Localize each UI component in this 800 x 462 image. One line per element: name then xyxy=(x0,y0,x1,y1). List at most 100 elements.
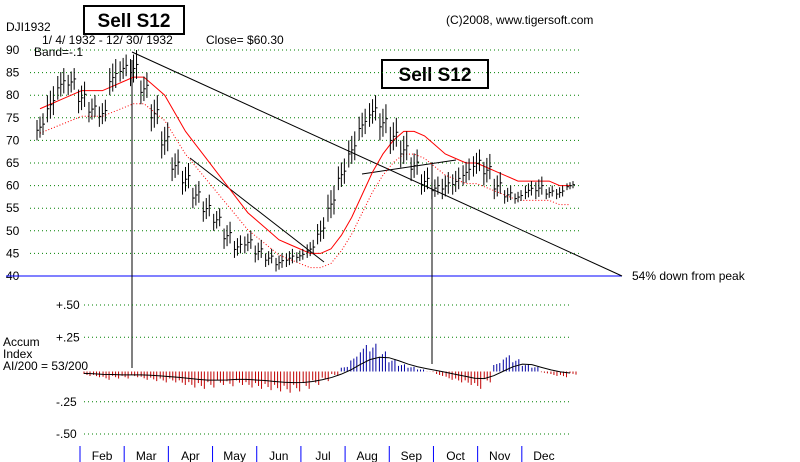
price-bar xyxy=(524,181,534,200)
ma-line xyxy=(39,76,570,254)
price-tick-45: 45 xyxy=(6,246,20,260)
month-label-oct: Oct xyxy=(446,449,465,462)
price-bar xyxy=(410,149,420,182)
price-bar xyxy=(306,239,316,258)
price-bar xyxy=(98,99,108,127)
price-bar xyxy=(244,230,253,254)
month-label-may: May xyxy=(223,449,246,462)
price-bar xyxy=(161,122,170,159)
price-bar xyxy=(514,190,524,204)
close-value: Close= $60.30 xyxy=(206,33,284,47)
price-bar xyxy=(472,149,482,177)
sell-signal-1-label: Sell S12 xyxy=(98,11,171,32)
price-bar xyxy=(545,185,555,200)
price-bar xyxy=(348,131,357,168)
price-tick-80: 80 xyxy=(6,88,20,102)
price-bar xyxy=(535,176,544,200)
price-bar xyxy=(389,117,399,154)
price-bar xyxy=(431,176,440,200)
indicator-name-3: AI/200 = 53/200 xyxy=(3,359,88,373)
price-bar xyxy=(36,113,45,141)
indicator-ma-line xyxy=(83,356,571,384)
price-tick-65: 65 xyxy=(6,156,20,170)
month-axis: Feb Mar Apr May Jun Jul Aug Sep Oct Nov Dec xyxy=(79,446,555,462)
indicator-tick: -.50 xyxy=(56,427,77,441)
price-bar xyxy=(57,68,66,100)
price-bar xyxy=(327,185,336,222)
price-bar xyxy=(202,194,212,222)
price-bar xyxy=(285,248,295,267)
month-label-mar: Mar xyxy=(136,449,157,462)
price-bars-series xyxy=(36,50,575,272)
price-bar xyxy=(150,95,160,132)
price-bar xyxy=(566,181,575,191)
chart-symbol: DJI1932 xyxy=(6,20,51,34)
indicator-name-1: Accum xyxy=(3,335,40,349)
sell-signal-2: Sell S12 xyxy=(381,59,489,89)
month-label-nov: Nov xyxy=(489,449,510,462)
month-label-apr: Apr xyxy=(181,449,200,462)
price-bar xyxy=(275,253,285,272)
price-bar xyxy=(493,172,503,200)
sell-signal-2-label: Sell S12 xyxy=(399,65,472,86)
price-bar xyxy=(421,167,430,195)
price-bar xyxy=(192,181,201,209)
price-bar xyxy=(462,158,472,186)
price-bar xyxy=(46,86,56,123)
price-tick-70: 70 xyxy=(6,133,20,147)
price-bar xyxy=(254,239,264,263)
lower-band-series xyxy=(39,103,570,269)
price-tick-85: 85 xyxy=(6,66,20,80)
price-bar xyxy=(556,185,565,200)
price-bar xyxy=(181,163,191,195)
price-bar xyxy=(213,208,222,231)
price-tick-50: 50 xyxy=(6,224,20,238)
price-bar xyxy=(233,235,243,258)
price-bar xyxy=(296,248,305,263)
price-bar xyxy=(78,81,87,114)
neckline xyxy=(361,159,457,175)
price-bar xyxy=(452,167,461,195)
indicator-histogram xyxy=(83,343,577,393)
decline-annotation: 54% down from peak xyxy=(632,269,746,283)
indicator-axis: +.50 +.25 -.25 -.50 xyxy=(56,298,80,441)
price-bar xyxy=(140,72,149,105)
month-label-aug: Aug xyxy=(357,449,378,462)
indicator-tick: -.25 xyxy=(56,395,77,409)
lower-band-line xyxy=(39,103,570,269)
price-tick-75: 75 xyxy=(6,111,20,125)
price-bar xyxy=(317,217,326,245)
price-bar xyxy=(223,221,233,249)
price-bar xyxy=(88,95,97,123)
indicator-tick: +.25 xyxy=(56,330,80,344)
price-tick-90: 90 xyxy=(6,43,20,57)
decline-channel-line xyxy=(189,157,325,263)
price-bar xyxy=(130,50,139,87)
date-range: 1/ 4/ 1932 - 12/ 30/ 1932 xyxy=(42,33,173,47)
month-label-feb: Feb xyxy=(92,449,113,462)
indicator-name-2: Index xyxy=(3,347,32,361)
copyright-text: (C)2008, www.tigersoft.com xyxy=(446,13,593,27)
price-bar xyxy=(119,54,129,82)
price-tick-55: 55 xyxy=(6,201,20,215)
moving-average-series xyxy=(39,76,570,254)
price-bar xyxy=(337,158,347,191)
month-label-jul: Jul xyxy=(315,449,330,462)
price-bar xyxy=(369,95,378,127)
price-bar xyxy=(441,172,451,200)
band-value: Band=-.1 xyxy=(34,45,83,59)
indicator-ma xyxy=(83,356,571,384)
indicator-tick: +.50 xyxy=(56,298,80,312)
month-label-sep: Sep xyxy=(401,449,423,462)
price-bar xyxy=(358,108,368,141)
price-bar xyxy=(109,59,118,96)
price-bar xyxy=(400,131,409,168)
price-bar xyxy=(67,68,77,96)
month-label-dec: Dec xyxy=(533,449,554,462)
price-bar xyxy=(265,248,274,267)
indicator-gridlines xyxy=(84,304,570,435)
price-bar xyxy=(171,149,181,182)
price-bar xyxy=(483,153,492,186)
